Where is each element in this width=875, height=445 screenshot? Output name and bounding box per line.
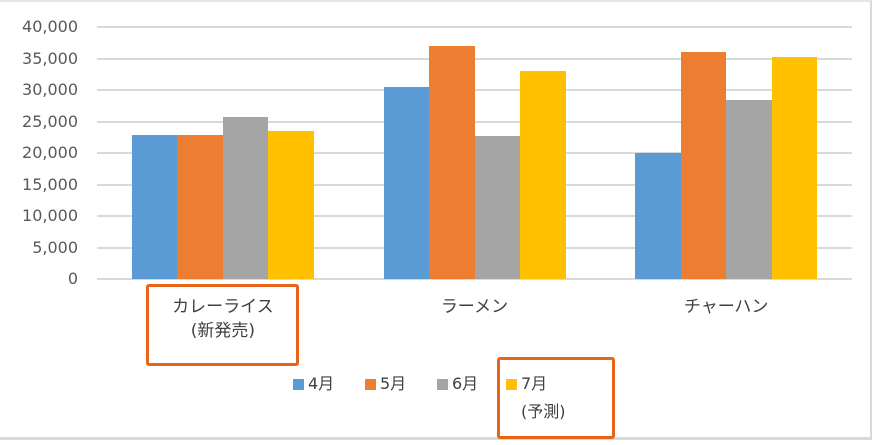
bar [268,130,314,279]
legend-label-april: 4月 [308,374,335,393]
y-tick-label: 5,000 [32,237,78,257]
bar [474,135,520,279]
y-tick-label: 20,000 [22,143,78,162]
legend-swatch-may [365,379,376,390]
y-tick-label: 35,000 [22,48,78,68]
legend-label-may: 5月 [380,374,407,393]
bar [429,45,475,279]
category-label: ラーメン [440,297,509,317]
gridline [97,278,852,280]
y-tick-label: 40,000 [22,17,78,36]
bar [383,87,429,279]
category-label: チャーハン [683,297,769,317]
bar [635,153,681,279]
y-tick-label: 30,000 [22,80,78,99]
legend-item-april: 4月 [293,374,334,394]
legend-swatch-july [506,379,517,390]
gridline [97,57,852,60]
legend-label-june: 6月 [452,374,479,393]
bar [726,100,772,279]
legend-item-june: 6月 [437,374,478,394]
legend-item-july: 7月 (予測) [506,374,566,426]
legend-item-may: 5月 [365,374,406,394]
bar [131,135,178,279]
category-label: カレーライス (新発売) [172,297,274,341]
highlight-box-forecast [497,357,615,439]
legend-swatch-april [293,379,304,390]
gridline [97,120,852,123]
bar [771,57,818,279]
y-tick-label: 10,000 [22,206,78,225]
bar [177,135,223,279]
legend-label-july: 7月 [521,374,548,393]
bar [520,71,566,279]
gridline [97,26,852,28]
legend-swatch-june [437,379,448,390]
gridline [97,89,852,91]
y-tick-label: 25,000 [22,111,78,131]
legend-sublabel-july: (予測) [521,402,566,421]
bar [222,117,269,279]
bar [680,52,727,279]
y-tick-label: 15,000 [22,174,78,194]
y-tick-label: 0 [67,269,78,288]
highlight-box-new-product [146,284,299,366]
